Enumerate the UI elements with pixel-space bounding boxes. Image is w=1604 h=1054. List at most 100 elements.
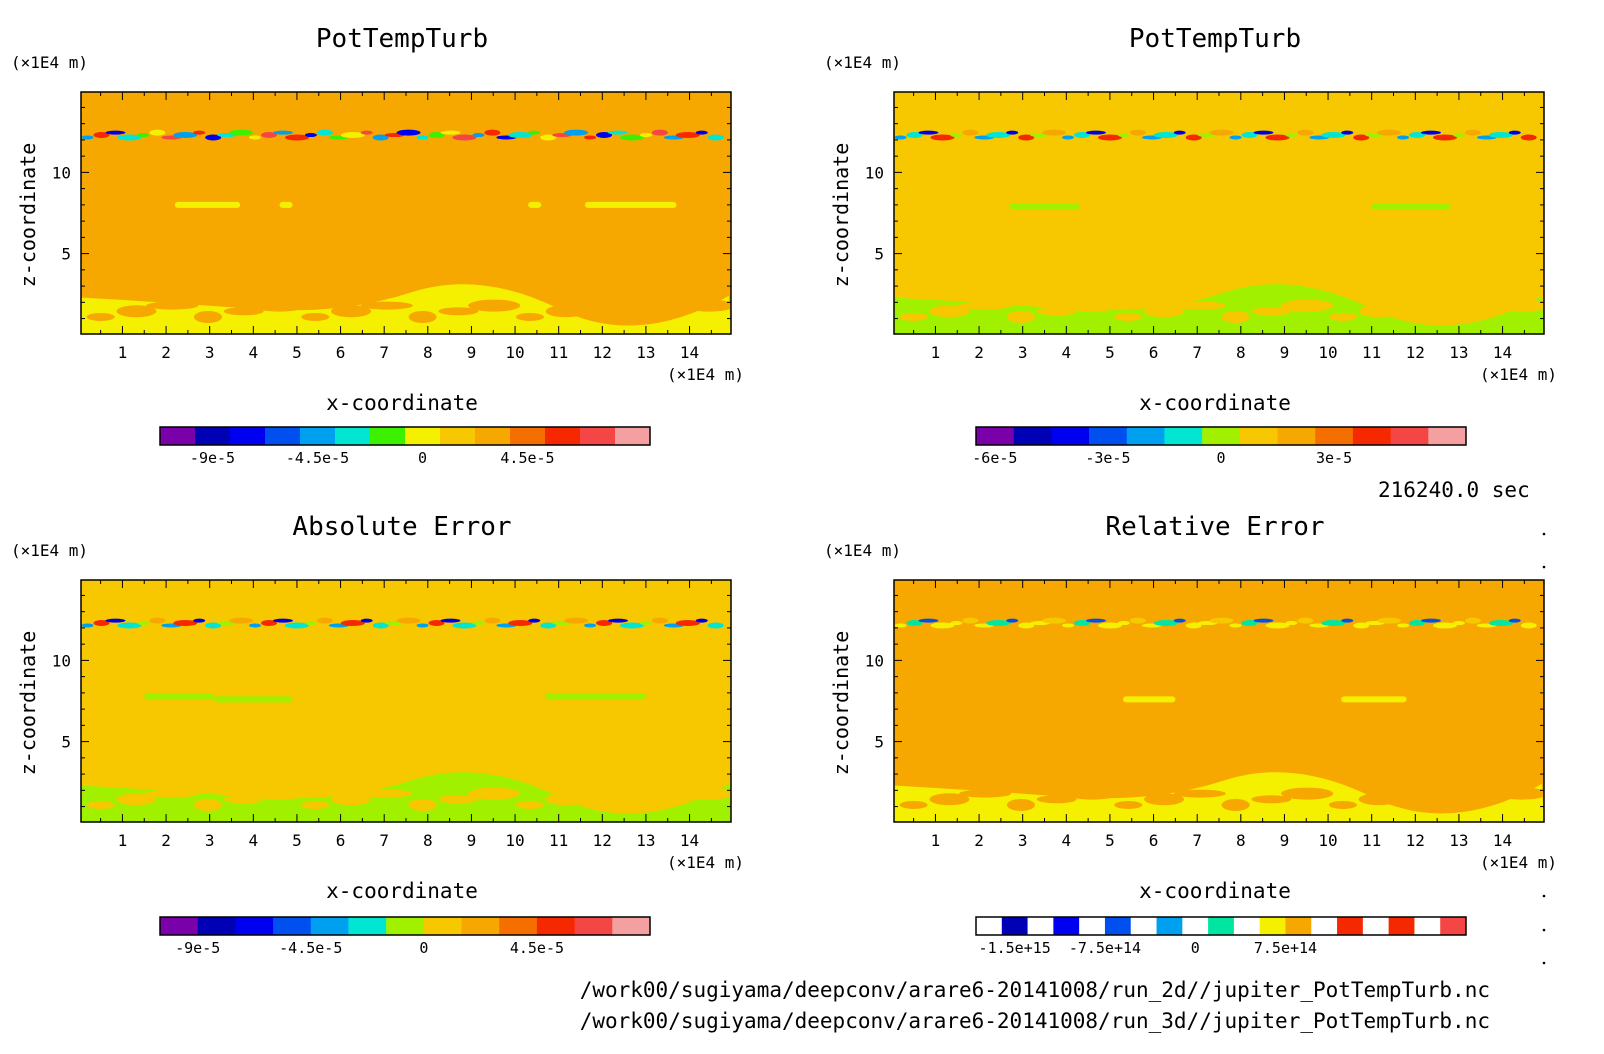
- x-tick-label: 14: [1493, 343, 1512, 362]
- y-tick-label: 5: [874, 245, 884, 264]
- chart-title: Absolute Error: [292, 512, 511, 542]
- colorbar-swatch: [1311, 917, 1338, 935]
- x-tick-label: 11: [1362, 343, 1381, 362]
- top-layer-blob: [416, 623, 429, 628]
- top-layer-blob: [1321, 620, 1346, 627]
- colorbar-tick-label: -3e-5: [1085, 449, 1130, 467]
- top-layer-blob: [316, 129, 333, 136]
- top-layer-blob: [639, 133, 652, 138]
- bottom-layer-eddy: [1251, 307, 1292, 316]
- colorbar-swatch: [1182, 917, 1209, 935]
- bottom-layer-eddy: [438, 795, 479, 804]
- top-layer-blob: [1097, 134, 1122, 141]
- x-tick-label: 12: [1406, 831, 1425, 850]
- top-layer-blob: [1097, 622, 1122, 629]
- top-layer-blob: [1241, 620, 1258, 627]
- top-layer-blob: [1520, 622, 1537, 629]
- top-layer-blob: [1117, 621, 1130, 626]
- top-layer-blob: [484, 617, 501, 624]
- bottom-layer-eddy: [929, 793, 970, 806]
- bottom-layer-eddy: [223, 795, 264, 804]
- top-layer-blob: [1397, 135, 1410, 140]
- x-tick-label: 12: [593, 343, 612, 362]
- field-plot: [894, 92, 1544, 334]
- colorbar-tick-label: -7.5e+14: [1069, 939, 1141, 957]
- colorbar-swatch: [615, 427, 651, 445]
- colorbar-tick-label: 7.5e+14: [1254, 939, 1317, 957]
- colorbar-swatch: [1013, 427, 1052, 445]
- top-layer-blob: [1185, 134, 1202, 141]
- top-layer-blob: [695, 618, 708, 623]
- margin-dot: [1542, 928, 1546, 932]
- chart-title: PotTempTurb: [316, 24, 488, 54]
- colorbar-swatch: [1414, 917, 1441, 935]
- top-layer-blob: [396, 129, 421, 136]
- bottom-layer-eddy: [1066, 299, 1119, 312]
- bottom-layer-eddy: [515, 312, 544, 321]
- top-layer-blob: [1421, 618, 1442, 623]
- top-layer-blob: [93, 620, 110, 627]
- mid-level-streak: [174, 201, 241, 208]
- field-plot: [81, 580, 731, 822]
- colorbar-swatch: [1239, 427, 1279, 445]
- bottom-layer-eddy: [959, 789, 1012, 798]
- top-layer-blob: [1432, 622, 1457, 629]
- top-layer-blob: [675, 620, 700, 627]
- x-tick-label: 4: [1061, 831, 1071, 850]
- bottom-layer-eddy: [1495, 787, 1544, 800]
- top-layer-blob: [1265, 622, 1290, 629]
- top-layer-blob: [564, 617, 589, 624]
- colorbar-swatch: [1027, 917, 1054, 935]
- bottom-layer-eddy: [1436, 310, 1465, 323]
- mid-level-streak: [1341, 696, 1407, 703]
- colorbar-swatch: [976, 917, 1003, 935]
- colorbar-swatch: [300, 427, 336, 445]
- top-layer-blob: [261, 132, 278, 139]
- bottom-layer-eddy: [360, 301, 413, 310]
- top-layer-blob: [894, 623, 907, 628]
- top-layer-blob: [304, 621, 317, 626]
- bottom-layer-eddy: [1388, 789, 1441, 798]
- bottom-layer-eddy: [1173, 789, 1226, 798]
- colorbar-frame: [159, 426, 651, 446]
- bottom-layer-shape: [894, 284, 1544, 334]
- bottom-layer-eddy: [623, 798, 652, 811]
- bottom-layer-eddy: [1114, 312, 1143, 321]
- bottom-layer-eddy: [1036, 795, 1077, 804]
- top-layer-blob: [528, 130, 541, 135]
- colorbar-swatch: [335, 427, 371, 445]
- top-layer-blob: [1508, 130, 1521, 135]
- top-layer-blob: [540, 622, 557, 629]
- colorbar-swatch: [1089, 427, 1128, 445]
- x-tick-label: 14: [1493, 831, 1512, 850]
- bottom-layer-eddy: [1281, 299, 1334, 312]
- x-tick-label: 8: [1236, 343, 1246, 362]
- y-axis-label: z-coordinate: [16, 631, 40, 776]
- top-layer-blob: [1153, 620, 1178, 627]
- x-tick-label: 11: [549, 831, 568, 850]
- x-tick-label: 6: [1149, 831, 1159, 850]
- top-layer-blob: [272, 618, 293, 623]
- top-layer-blob: [1229, 623, 1242, 628]
- y-tick-label: 5: [874, 733, 884, 752]
- colorbar-swatch: [235, 917, 274, 935]
- x-tick-label: 10: [505, 831, 524, 850]
- colorbar-frame: [975, 426, 1467, 446]
- top-layer-blob: [608, 130, 629, 135]
- top-layer-blob: [284, 134, 309, 141]
- top-layer-blob: [396, 617, 421, 624]
- bottom-layer-eddy: [1495, 299, 1544, 312]
- colorbar-swatch: [440, 427, 476, 445]
- bottom-layer-eddy: [1144, 305, 1185, 318]
- colorbar-swatch: [370, 427, 406, 445]
- top-layer-blob: [416, 135, 429, 140]
- top-layer-blob: [1377, 617, 1402, 624]
- top-layer-blob: [1253, 618, 1274, 623]
- colorbar-swatch: [265, 427, 301, 445]
- file-path-2d: /work00/sugiyama/deepconv/arare6-2014100…: [579, 978, 1490, 1002]
- x-tick-label: 13: [1449, 831, 1468, 850]
- top-layer-blob: [1452, 133, 1465, 138]
- x-tick-label: 3: [205, 831, 215, 850]
